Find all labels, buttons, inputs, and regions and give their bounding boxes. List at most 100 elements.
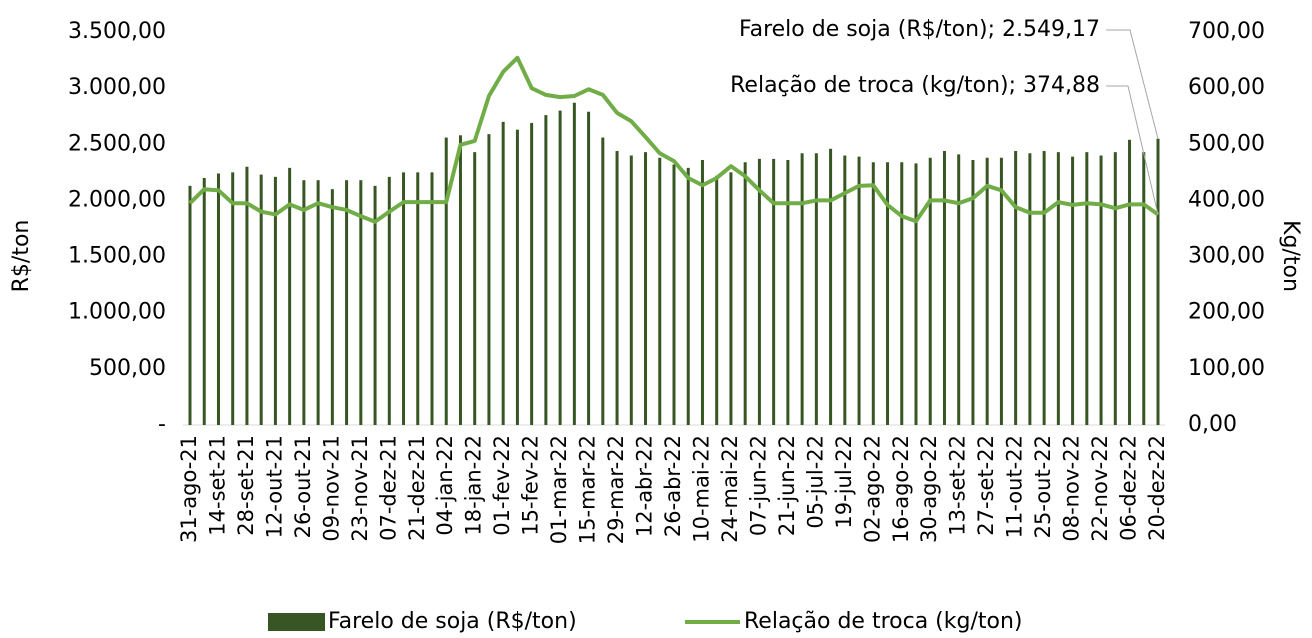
bar [772,158,776,425]
bar [928,157,932,425]
bar [1056,152,1060,425]
bar [715,175,719,425]
bar [871,162,875,425]
legend-label: Farelo de soja (R$/ton) [328,609,577,634]
bar [1085,152,1089,425]
x-tick-label: 27-set-22 [974,435,998,536]
bar [857,156,861,425]
y2-tick-label: 0,00 [1188,412,1237,437]
bar [501,121,505,425]
y-tick-label: - [158,412,166,437]
bar [587,111,591,426]
y2-tick-label: 100,00 [1188,356,1265,381]
bar [1142,152,1146,425]
x-tick-label: 07-dez-21 [376,435,400,541]
bar [686,167,690,425]
y-axis-label: R$/ton [9,220,34,293]
bar [430,172,434,425]
bar [1113,152,1117,425]
y-tick-label: 2.000,00 [68,187,166,212]
bar [273,176,277,425]
x-tick-label: 31-ago-21 [177,435,201,543]
x-tick-label: 01-mar-22 [547,435,571,544]
y2-tick-label: 200,00 [1188,300,1265,325]
bar [743,162,747,425]
bar [629,155,633,425]
bar [1014,151,1018,425]
bar [387,176,391,425]
bar [572,102,576,426]
x-tick-label: 01-fev-22 [490,435,514,536]
x-tick-label: 05-jul-22 [803,435,827,529]
legend-label: Relação de troca (kg/ton) [744,609,1022,634]
bar [316,180,320,425]
x-tick-label: 07-jun-22 [746,435,770,536]
annotation: Relação de troca (kg/ton); 374,88 [730,73,1100,98]
x-tick-label: 13-set-22 [946,435,970,536]
x-tick-label: 23-nov-21 [348,435,372,542]
bar [259,174,263,425]
bar [530,122,534,426]
y-tick-label: 3.500,00 [68,19,166,44]
line [188,55,1160,224]
x-tick-label: 10-mai-22 [689,435,713,543]
bar [729,172,733,425]
y2-tick-label: 400,00 [1188,187,1265,212]
bar [757,158,761,425]
bar [231,172,235,425]
x-tick-label: 06-dez-22 [1117,435,1141,541]
bar [1099,155,1103,425]
bar [1128,139,1132,425]
leader-line [1106,85,1159,215]
x-tick-label: 12-abr-22 [633,435,657,537]
x-tick-label: 16-ago-22 [889,435,913,543]
y2-tick-label: 700,00 [1188,19,1265,44]
x-tick-label: 26-out-21 [291,435,315,538]
bar [402,172,406,425]
bar [216,173,220,425]
y-tick-label: 500,00 [89,356,166,381]
y-tick-label: 3.000,00 [68,75,166,100]
x-tick-label: 02-ago-22 [860,435,884,543]
bar [786,160,790,425]
x-tick-label: 28-set-21 [234,435,258,536]
bar [359,180,363,425]
x-tick-label: 04-jan-22 [433,435,457,536]
bar [644,152,648,425]
x-tick-label: 18-jan-22 [462,435,486,536]
x-tick-label: 15-mar-22 [576,435,600,544]
bar [473,152,477,425]
bar [700,160,704,425]
bar [188,185,192,425]
bar [800,153,804,426]
legend-swatch [268,613,325,631]
bar [942,151,946,425]
bar [302,180,306,425]
y-tick-label: 1.500,00 [68,244,166,269]
bar [914,163,918,426]
bar [288,167,292,425]
x-tick-label: 21-dez-21 [405,435,429,541]
x-tick-label: 22-nov-22 [1088,435,1112,542]
bar [558,110,562,425]
bar [1042,151,1046,425]
bar [1028,153,1032,426]
bar [957,154,961,426]
bar [971,160,975,425]
x-tick-label: 26-abr-22 [661,435,685,537]
x-tick-label: 24-mai-22 [718,435,742,543]
bar [814,153,818,426]
y-tick-label: 1.000,00 [68,300,166,325]
x-tick-label: 15-fev-22 [519,435,543,536]
bar [886,162,890,425]
x-tick-label: 14-set-21 [205,435,229,536]
x-tick-label: 11-out-22 [1003,435,1027,538]
bar [444,137,448,425]
y2-tick-label: 300,00 [1188,244,1265,269]
x-tick-label: 25-out-22 [1031,435,1055,538]
bar [658,157,662,425]
bar [330,189,334,425]
y2-tick-label: 500,00 [1188,131,1265,156]
bar [373,185,377,425]
